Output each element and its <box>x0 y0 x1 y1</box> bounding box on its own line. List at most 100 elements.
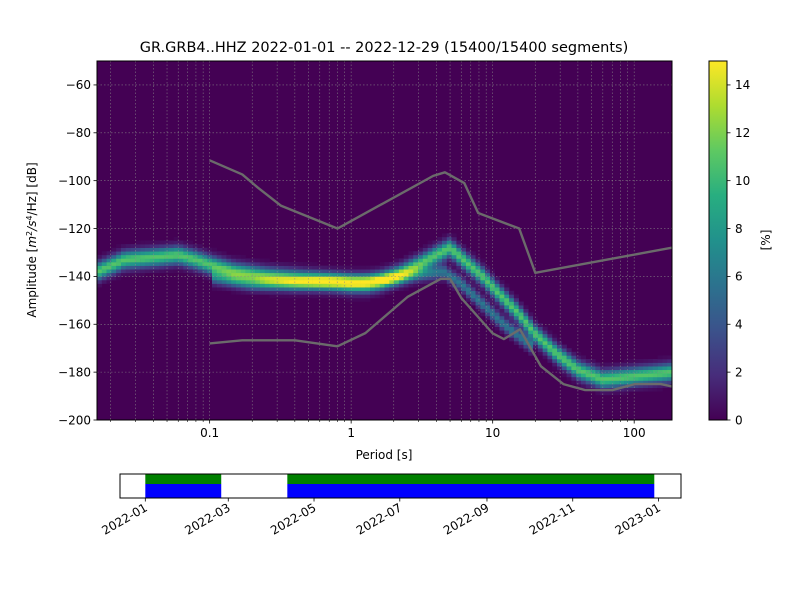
heatmap-cell <box>561 344 567 349</box>
heatmap-cell <box>240 262 246 266</box>
heatmap-cell <box>293 272 299 277</box>
heatmap-cell <box>480 279 486 284</box>
heatmap-cell <box>523 348 529 353</box>
heatmap-cell <box>250 283 256 288</box>
colorbar-tick-label: 8 <box>735 222 743 236</box>
heatmap-cell <box>212 258 218 263</box>
heatmap-cell <box>188 258 194 263</box>
heatmap-cell <box>178 251 184 256</box>
heatmap-cell <box>552 333 558 338</box>
y-tick-label: −100 <box>58 174 91 188</box>
heatmap-cell <box>657 355 663 360</box>
heatmap-cell <box>322 294 328 299</box>
heatmap-cell <box>648 384 654 388</box>
heatmap-cell <box>216 265 222 270</box>
heatmap-cell <box>279 294 285 299</box>
heatmap-cell <box>307 265 313 270</box>
heatmap-cell <box>499 283 505 288</box>
heatmap-cell <box>542 341 548 345</box>
heatmap-cell <box>221 272 227 277</box>
heatmap-cell <box>360 283 366 288</box>
heatmap-cell <box>461 251 467 256</box>
heatmap-cell <box>360 279 366 284</box>
heatmap-cell <box>624 358 630 363</box>
heatmap-cell <box>240 283 246 288</box>
heatmap-cell <box>144 240 151 245</box>
heatmap-cell <box>437 244 443 248</box>
heatmap-cell <box>427 269 433 274</box>
heatmap-cell <box>255 287 261 292</box>
heatmap-cell <box>609 376 615 381</box>
heatmap-cell <box>303 279 309 284</box>
heatmap-cell <box>384 272 390 277</box>
heatmap-cell <box>106 279 112 284</box>
heatmap-cell <box>245 269 251 274</box>
heatmap-cell <box>456 244 462 248</box>
heatmap-cell <box>144 244 151 248</box>
heatmap-cell <box>552 337 558 342</box>
heatmap-cell <box>355 290 361 295</box>
heatmap-cell <box>212 262 218 266</box>
heatmap-cell <box>619 362 625 367</box>
heatmap-cell <box>451 251 457 256</box>
heatmap-cell <box>609 366 615 371</box>
heatmap-cell <box>533 344 539 349</box>
heatmap-cell <box>374 294 381 299</box>
heatmap-cell <box>580 366 587 371</box>
heatmap-cell <box>250 279 256 284</box>
heatmap-cell <box>418 283 424 288</box>
heatmap-cell <box>662 358 668 363</box>
heatmap-cell <box>293 290 299 295</box>
heatmap-cell <box>331 272 337 277</box>
heatmap-cell <box>494 287 500 292</box>
heatmap-cell <box>480 258 486 263</box>
heatmap-cell <box>542 330 548 335</box>
heatmap-cell <box>648 366 654 371</box>
heatmap-cell <box>235 265 242 270</box>
heatmap-cell <box>192 247 198 252</box>
heatmap-cell <box>288 287 294 292</box>
heatmap-cell <box>422 279 428 284</box>
heatmap-cell <box>442 251 448 256</box>
heatmap-cell <box>614 376 620 381</box>
heatmap-cell <box>327 279 333 284</box>
heatmap-cell <box>552 344 558 349</box>
heatmap-cell <box>595 384 601 388</box>
heatmap-cell <box>518 341 524 345</box>
heatmap-cell <box>173 247 179 252</box>
heatmap-cell <box>164 262 170 266</box>
heatmap-cell <box>542 344 548 349</box>
heatmap-cell <box>379 265 385 270</box>
heatmap-cell <box>164 240 170 245</box>
heatmap-cell <box>523 344 529 349</box>
heatmap-cell <box>379 272 385 277</box>
heatmap-cell <box>446 236 452 241</box>
heatmap-cell <box>504 297 510 302</box>
heatmap-cell <box>571 351 577 356</box>
heatmap-cell <box>537 333 543 338</box>
heatmap-cell <box>461 269 467 274</box>
heatmap-cell <box>638 387 644 392</box>
heatmap-cell <box>212 283 218 288</box>
heatmap-cell <box>652 369 658 374</box>
heatmap-cell <box>384 269 390 274</box>
heatmap-cell <box>125 258 131 263</box>
heatmap-cell <box>485 287 491 292</box>
heatmap-cell <box>580 380 587 385</box>
heatmap-cell <box>365 287 371 292</box>
heatmap-cell <box>269 272 275 277</box>
heatmap-cell <box>111 247 117 252</box>
heatmap-cell <box>298 269 304 274</box>
heatmap-cell <box>274 279 280 284</box>
heatmap-cell <box>322 287 328 292</box>
heatmap-cell <box>442 265 448 270</box>
heatmap-cell <box>437 236 443 241</box>
heatmap-cell <box>135 240 141 245</box>
heatmap-cell <box>657 362 663 367</box>
heatmap-cell <box>523 323 529 327</box>
heatmap-cell <box>346 294 352 299</box>
heatmap-cell <box>149 269 155 274</box>
heatmap-cell <box>547 341 553 345</box>
heatmap-cell <box>667 355 672 360</box>
heatmap-cell <box>427 276 433 281</box>
